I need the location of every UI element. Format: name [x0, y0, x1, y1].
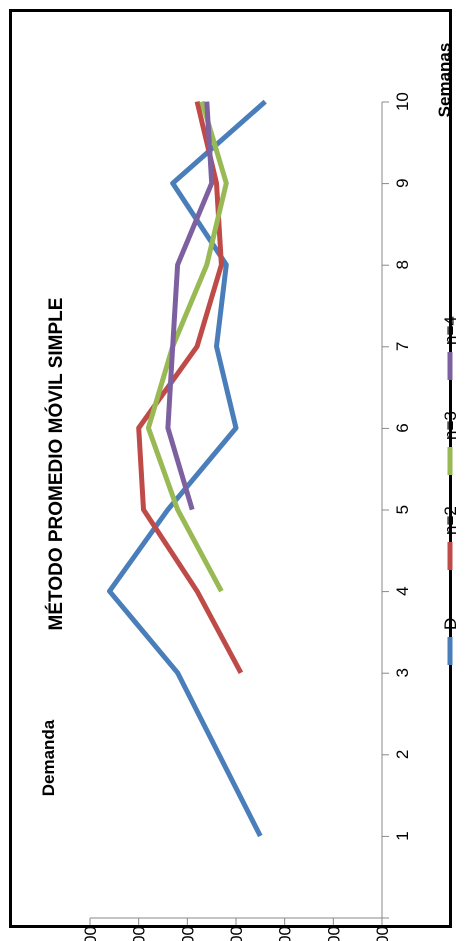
- x-tick-label: 7: [393, 342, 412, 351]
- legend-label: n=4: [441, 316, 460, 345]
- y-tick-label: 1800: [178, 926, 197, 941]
- x-tick-label: 9: [393, 178, 412, 187]
- x-tick-label: 5: [393, 505, 412, 514]
- legend: Dn=2 n=3 n=4: [441, 316, 460, 665]
- x-axis-label: Semanas: [435, 43, 454, 118]
- x-tick-label: 3: [393, 668, 412, 677]
- y-tick-label: 2000: [81, 926, 100, 941]
- chart-title: MÉTODO PROMEDIO MÓVIL SIMPLE: [45, 298, 67, 631]
- series-line-d: [107, 99, 267, 838]
- y-axis-label: Demanda: [39, 719, 58, 796]
- x-tick-label: 8: [393, 260, 412, 269]
- y-tick-label: 1700: [227, 926, 246, 941]
- legend-label: n=2: [441, 506, 460, 535]
- x-tick-label: 4: [393, 586, 412, 595]
- x-tick-label: 10: [393, 92, 412, 111]
- y-tick-label: 1600: [276, 926, 295, 941]
- series-line-n4: [165, 101, 215, 511]
- legend-label: D: [441, 618, 460, 630]
- y-tick-label: 1900: [130, 926, 149, 941]
- x-tick-label: 6: [393, 423, 412, 432]
- y-tick-label: 1400: [373, 926, 392, 941]
- x-tick-label: 2: [393, 750, 412, 759]
- legend-label: n=3: [441, 411, 460, 440]
- x-tick-label: 1: [393, 831, 412, 840]
- y-tick-label: 1500: [324, 926, 343, 941]
